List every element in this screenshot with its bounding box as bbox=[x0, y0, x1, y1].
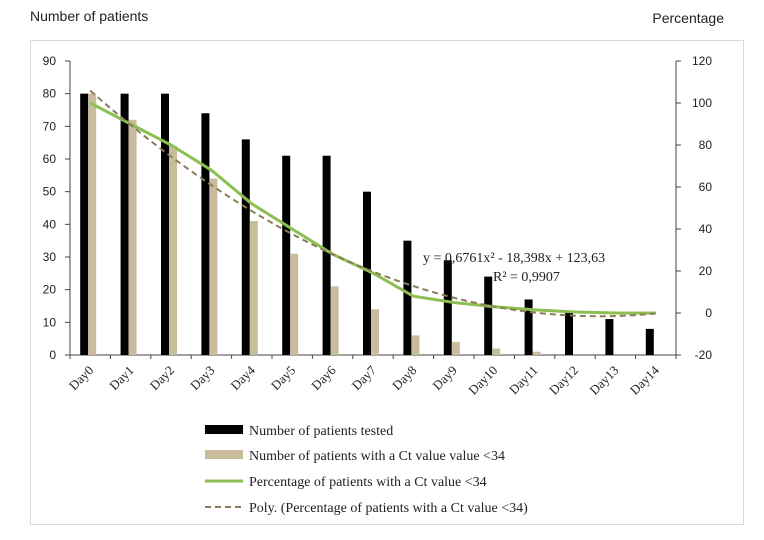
category-label: Day14 bbox=[627, 362, 662, 397]
legend-swatch-ct bbox=[205, 450, 243, 459]
bar-patients-ct-below-34 bbox=[290, 253, 299, 355]
left-tick-label: 50 bbox=[43, 185, 57, 199]
category-label: Day6 bbox=[308, 362, 339, 393]
bar-patients-ct-below-34 bbox=[451, 341, 460, 355]
legend-label: Percentage of patients with a Ct value <… bbox=[249, 475, 487, 490]
axes: 0 10 20 30 40 50 60 70 80 90 -20 0 20 40 60 80 100 120 bbox=[43, 54, 713, 362]
legend-swatch-tested bbox=[205, 425, 243, 434]
bar-patients-tested bbox=[201, 113, 210, 356]
bar-patients-ct-below-34 bbox=[330, 286, 339, 355]
left-tick-label: 60 bbox=[43, 152, 57, 166]
category-label: Day11 bbox=[506, 363, 541, 398]
bar-patients-ct-below-34 bbox=[249, 221, 258, 355]
bar-patients-tested bbox=[524, 299, 533, 355]
bar-patients-ct-below-34 bbox=[532, 351, 541, 355]
category-label: Day12 bbox=[546, 363, 581, 398]
bar-patients-ct-below-34 bbox=[209, 178, 218, 355]
left-tick-label: 40 bbox=[43, 217, 57, 231]
right-tick-label: 40 bbox=[699, 222, 713, 236]
category-label: Day8 bbox=[389, 363, 420, 394]
line-percentage bbox=[89, 101, 656, 315]
bar-patients-tested bbox=[80, 93, 89, 356]
bar-patients-tested bbox=[605, 319, 614, 355]
legend-label: Number of patients tested bbox=[249, 424, 393, 439]
bar-patients-tested bbox=[443, 260, 452, 355]
bar-patients-tested bbox=[363, 191, 371, 355]
right-tick-label: -20 bbox=[695, 348, 713, 362]
trendline-polynomial bbox=[89, 89, 656, 318]
left-tick-label: 80 bbox=[43, 87, 57, 101]
left-tick-label: 90 bbox=[43, 54, 57, 68]
left-axis-title: Number of patients bbox=[30, 8, 149, 24]
category-labels: Day0 Day1 Day2 Day3 Day4 Day5 Day6 Day7 Day8 Day9… bbox=[66, 362, 662, 397]
legend-label: Poly. (Percentage of patients with a Ct … bbox=[249, 501, 528, 516]
trendline-equation: y = 0,6761x² - 18,398x + 123,63 bbox=[423, 251, 605, 266]
bar-patients-tested bbox=[241, 139, 250, 355]
category-label: Day7 bbox=[349, 362, 380, 393]
right-tick-label: 80 bbox=[699, 138, 713, 152]
bar-patients-tested bbox=[282, 155, 291, 355]
category-label: Day2 bbox=[147, 363, 178, 394]
bar-patients-tested bbox=[484, 276, 493, 355]
category-label: Day5 bbox=[268, 363, 299, 394]
bar-patients-tested bbox=[161, 93, 169, 356]
right-tick-label: 60 bbox=[699, 180, 713, 194]
left-tick-label: 10 bbox=[43, 315, 57, 329]
bar-patients-ct-below-34 bbox=[169, 145, 177, 355]
left-tick-label: 20 bbox=[43, 283, 57, 297]
bars bbox=[80, 93, 654, 356]
category-label: Day13 bbox=[586, 363, 621, 398]
bar-patients-ct-below-34 bbox=[88, 93, 97, 356]
bar-patients-tested bbox=[645, 328, 654, 355]
category-label: Day1 bbox=[106, 363, 137, 394]
right-tick-label: 100 bbox=[692, 96, 712, 110]
category-label: Day4 bbox=[227, 362, 258, 393]
right-tick-label: 0 bbox=[705, 306, 712, 320]
bar-patients-tested bbox=[120, 93, 129, 356]
legend: Number of patients tested Number of patie… bbox=[205, 424, 528, 516]
right-tick-label: 20 bbox=[699, 264, 713, 278]
bar-patients-ct-below-34 bbox=[492, 348, 501, 355]
category-label: Day9 bbox=[429, 363, 460, 394]
lines bbox=[89, 89, 656, 318]
trendline-r-squared: R² = 0,9907 bbox=[493, 270, 560, 285]
bar-patients-tested bbox=[403, 240, 412, 355]
right-axis-title: Percentage bbox=[652, 10, 724, 26]
category-label: Day0 bbox=[66, 363, 97, 394]
legend-label: Number of patients with a Ct value value… bbox=[249, 449, 505, 464]
category-label: Day3 bbox=[187, 363, 218, 394]
left-tick-label: 70 bbox=[43, 119, 57, 133]
left-tick-label: 0 bbox=[49, 348, 56, 362]
bar-patients-ct-below-34 bbox=[411, 335, 420, 355]
category-label: Day10 bbox=[465, 363, 500, 398]
left-tick-label: 30 bbox=[43, 250, 57, 264]
chart-frame bbox=[30, 40, 744, 525]
bar-patients-ct-below-34 bbox=[128, 119, 137, 355]
bar-patients-tested bbox=[322, 155, 331, 355]
bar-patients-tested bbox=[565, 312, 573, 355]
right-tick-label: 120 bbox=[692, 54, 712, 68]
bar-patients-ct-below-34 bbox=[371, 309, 379, 355]
